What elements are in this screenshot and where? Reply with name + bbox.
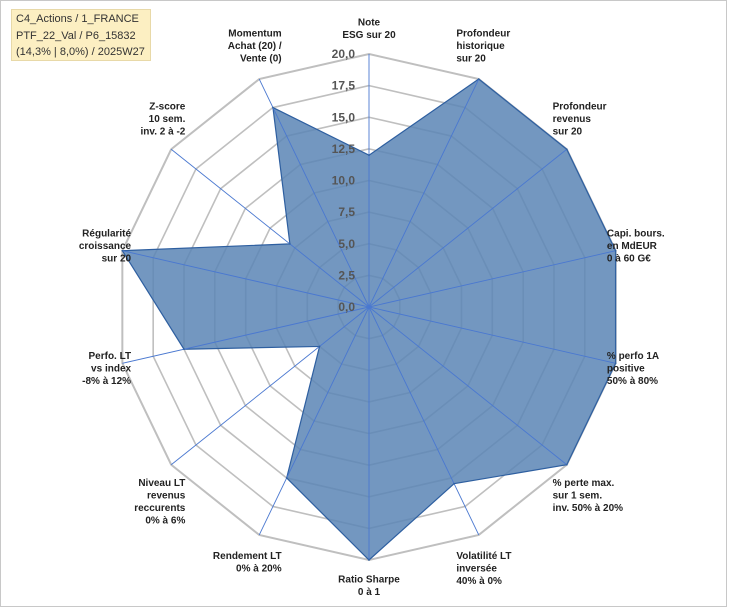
axis-label-line: historique	[456, 41, 505, 52]
title-line-3: (14,3% | 8,0%) / 2025W27	[16, 46, 145, 58]
data-point	[272, 106, 274, 109]
axis-spoke	[368, 148, 568, 308]
data-point	[614, 362, 617, 365]
axis-label-8: Ratio Sharpe 0 à 1	[338, 575, 400, 599]
axis-label-line: vs index	[91, 363, 131, 374]
axis-label-line: Rendement LT	[213, 551, 282, 562]
axis-spoke	[122, 250, 370, 308]
data-point	[566, 148, 568, 151]
axis-label-line: ESG sur 20	[342, 30, 396, 41]
radial-tick-label: 15,0	[332, 110, 356, 124]
axis-label-line: 40% à 0%	[456, 576, 502, 587]
axis-label-line: sur 20	[553, 127, 583, 138]
radial-tick-label: 7,5	[338, 205, 355, 219]
axis-label-2: Profondeur historique sur 20	[456, 28, 510, 64]
radial-tick-label: 20,0	[332, 47, 356, 61]
data-point	[121, 249, 124, 252]
axis-label-line: Profondeur	[456, 28, 510, 39]
data-point	[289, 243, 291, 245]
axis-spoke	[368, 306, 480, 536]
axis-label-line: Ratio Sharpe	[338, 575, 400, 586]
axis-label-6: % perte max. sur 1 sem. inv. 50% à 20%	[553, 478, 624, 514]
axis-label-14: Momentum Achat (20) / Vente (0)	[228, 28, 282, 64]
axis-label-line: revenus	[553, 114, 592, 125]
axis-label-7: Volatilité LT inversée 40% à 0%	[456, 551, 511, 587]
axis-label-11: Perfo. LT vs index -8% à 12%	[82, 351, 131, 387]
axis-label-line: % perfo 1A	[607, 351, 659, 362]
axis-label-line: reccurents	[134, 503, 186, 514]
title-line-2: PTF_22_Val / P6_15832	[16, 29, 136, 42]
axis-label-line: Momentum	[228, 28, 281, 39]
radial-tick-label: 10,0	[332, 174, 356, 188]
data-point	[453, 482, 455, 485]
axis-label-line: Régularité	[82, 229, 131, 240]
radial-tick-label: 2,5	[338, 268, 355, 282]
axis-label-line: Z-score	[149, 102, 186, 113]
axis-label-line: 10 sem.	[149, 114, 186, 125]
title-line-1: C4_Actions / 1_FRANCE	[16, 13, 139, 25]
axis-label-line: croissance	[79, 241, 132, 252]
data-point	[614, 249, 617, 252]
axis-label-line: Vente (0)	[240, 53, 282, 64]
axis-label-line: Perfo. LT	[88, 351, 131, 362]
data-point	[318, 345, 321, 348]
axis-label-line: Niveau LT	[138, 478, 185, 489]
axis-label-line: -8% à 12%	[82, 376, 131, 387]
axis-label-1: Note ESG sur 20	[342, 18, 396, 42]
axis-label-line: Volatilité LT	[456, 551, 511, 562]
axis-spoke	[368, 78, 480, 308]
axis-label-line: 50% à 80%	[607, 376, 658, 387]
axis-label-line: revenus	[147, 490, 186, 501]
data-point	[368, 559, 370, 561]
axis-label-line: 0 à 1	[358, 587, 381, 598]
axis-spoke	[258, 306, 370, 536]
axis-label-line: inversée	[456, 564, 497, 575]
axis-label-13: Z-score 10 sem. inv. 2 à -2	[141, 102, 186, 138]
axis-label-5: % perfo 1A positive 50% à 80%	[607, 351, 659, 387]
radial-tick-label: 12,5	[332, 142, 356, 156]
axis-label-line: Capi. bours.	[607, 229, 665, 240]
axis-spoke	[122, 306, 370, 364]
axis-spoke	[368, 306, 568, 466]
axis-label-4: Capi. bours. en MdEUR 0 à 60 G€	[607, 229, 665, 265]
axis-spoke	[170, 148, 370, 308]
axis-spoke	[368, 306, 616, 364]
axis-label-line: sur 20	[102, 254, 132, 265]
data-point	[566, 463, 568, 466]
axis-label-line: en MdEUR	[607, 241, 658, 252]
axis-label-line: positive	[607, 363, 645, 374]
axis-label-line: 0 à 60 G€	[607, 254, 651, 265]
axis-label-line: sur 20	[456, 53, 486, 64]
axis-spoke	[368, 250, 616, 308]
axis-label-line: 0% à 6%	[145, 515, 185, 526]
axis-label-9: Rendement LT 0% à 20%	[213, 551, 282, 575]
radial-tick-label: 0,0	[338, 300, 355, 314]
axis-label-line: 0% à 20%	[236, 564, 282, 575]
axis-label-line: % perte max.	[553, 478, 615, 489]
axis-spoke	[170, 306, 370, 466]
axis-label-3: Profondeur revenus sur 20	[553, 102, 607, 138]
radial-tick-label: 5,0	[338, 237, 355, 251]
axis-spoke	[258, 78, 370, 308]
chart-title-box: C4_Actions / 1_FRANCE PTF_22_Val / P6_15…	[11, 9, 151, 61]
axis-label-12: Régularité croissance sur 20	[79, 229, 132, 265]
axis-label-line: Achat (20) /	[228, 41, 282, 52]
data-point	[477, 78, 480, 80]
data-point	[368, 154, 370, 156]
axis-label-line: Profondeur	[553, 102, 607, 113]
axis-label-line: inv. 50% à 20%	[553, 503, 624, 514]
axis-label-line: sur 1 sem.	[553, 490, 603, 501]
data-point	[183, 348, 185, 351]
data-point	[285, 477, 288, 479]
axis-label-line: inv. 2 à -2	[141, 127, 186, 138]
axis-label-10: Niveau LT revenus reccurents 0% à 6%	[134, 478, 186, 526]
radial-tick-label: 17,5	[332, 79, 356, 93]
axis-label-line: Note	[358, 18, 381, 29]
